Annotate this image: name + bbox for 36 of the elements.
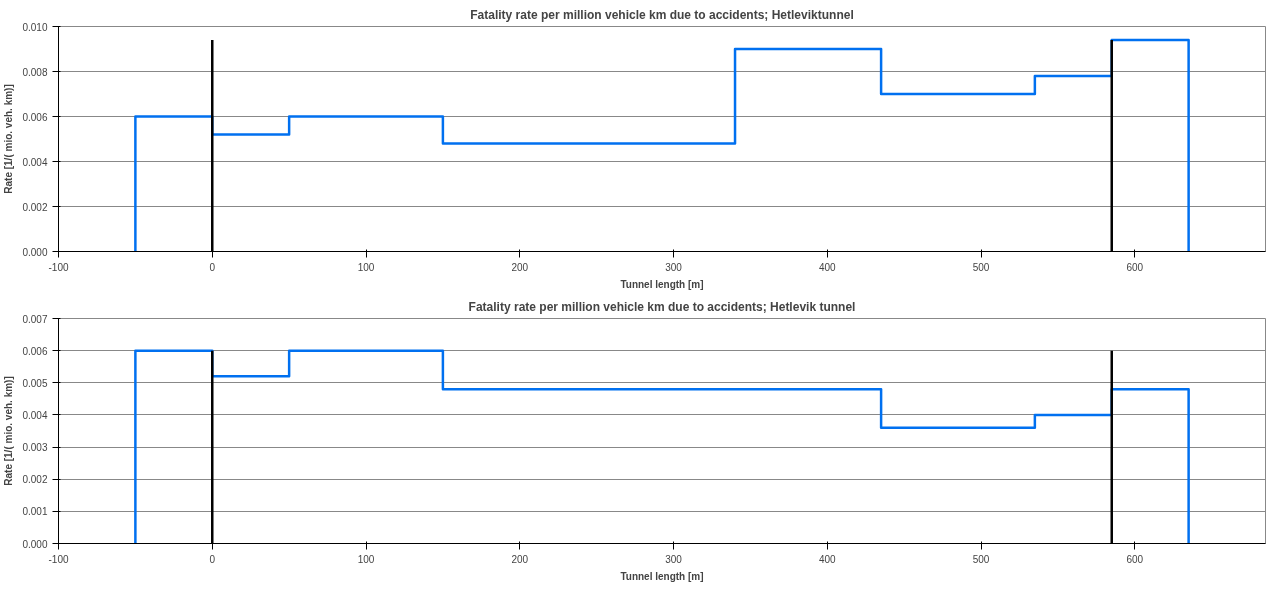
x-tick-label: -100 [48,553,69,565]
x-tick-label: 300 [665,261,683,273]
x-tick-label: 100 [357,261,375,273]
y-tick-label: 0.004 [22,409,48,421]
y-tick-label: 0.004 [22,156,48,168]
y-tick-label: 0.002 [22,474,48,486]
chart-title: Fatality rate per million vehicle km due to accidents; Hetlevik tunnel [468,299,856,314]
x-tick-label: 600 [1126,553,1144,565]
x-tick-label: 500 [972,553,990,565]
y-tick-label: 0.010 [22,21,48,33]
y-tick-label: 0.006 [22,111,48,123]
x-tick-label: 200 [511,261,529,273]
x-tick-label: -100 [48,261,69,273]
y-tick-label: 0.007 [22,313,48,325]
y-tick-label: 0.000 [22,246,48,258]
y-axis-title: Rate [1/( mio. veh. km)] [3,376,15,486]
y-tick-label: 0.000 [22,538,48,550]
x-tick-label: 400 [818,261,837,273]
chart-title: Fatality rate per million vehicle km due to accidents; Hetleviktunnel [470,7,854,22]
x-tick-label: 200 [511,553,529,565]
y-tick-label: 0.003 [22,442,48,454]
x-tick-label: 0 [209,261,216,273]
x-tick-label: 400 [818,553,837,565]
x-tick-label: 500 [972,261,990,273]
x-tick-label: 0 [209,553,216,565]
y-tick-label: 0.008 [22,66,48,78]
x-axis-title: Tunnel length [m] [620,278,704,290]
y-axis-title: Rate [1/( mio. veh. km)] [3,84,15,194]
y-tick-label: 0.006 [22,345,48,357]
y-tick-label: 0.002 [22,201,48,213]
x-tick-label: 100 [357,553,375,565]
y-tick-label: 0.001 [22,506,48,518]
x-tick-label: 600 [1126,261,1144,273]
x-tick-label: 300 [665,553,683,565]
x-axis-title: Tunnel length [m] [620,570,704,582]
y-tick-label: 0.005 [22,377,48,389]
